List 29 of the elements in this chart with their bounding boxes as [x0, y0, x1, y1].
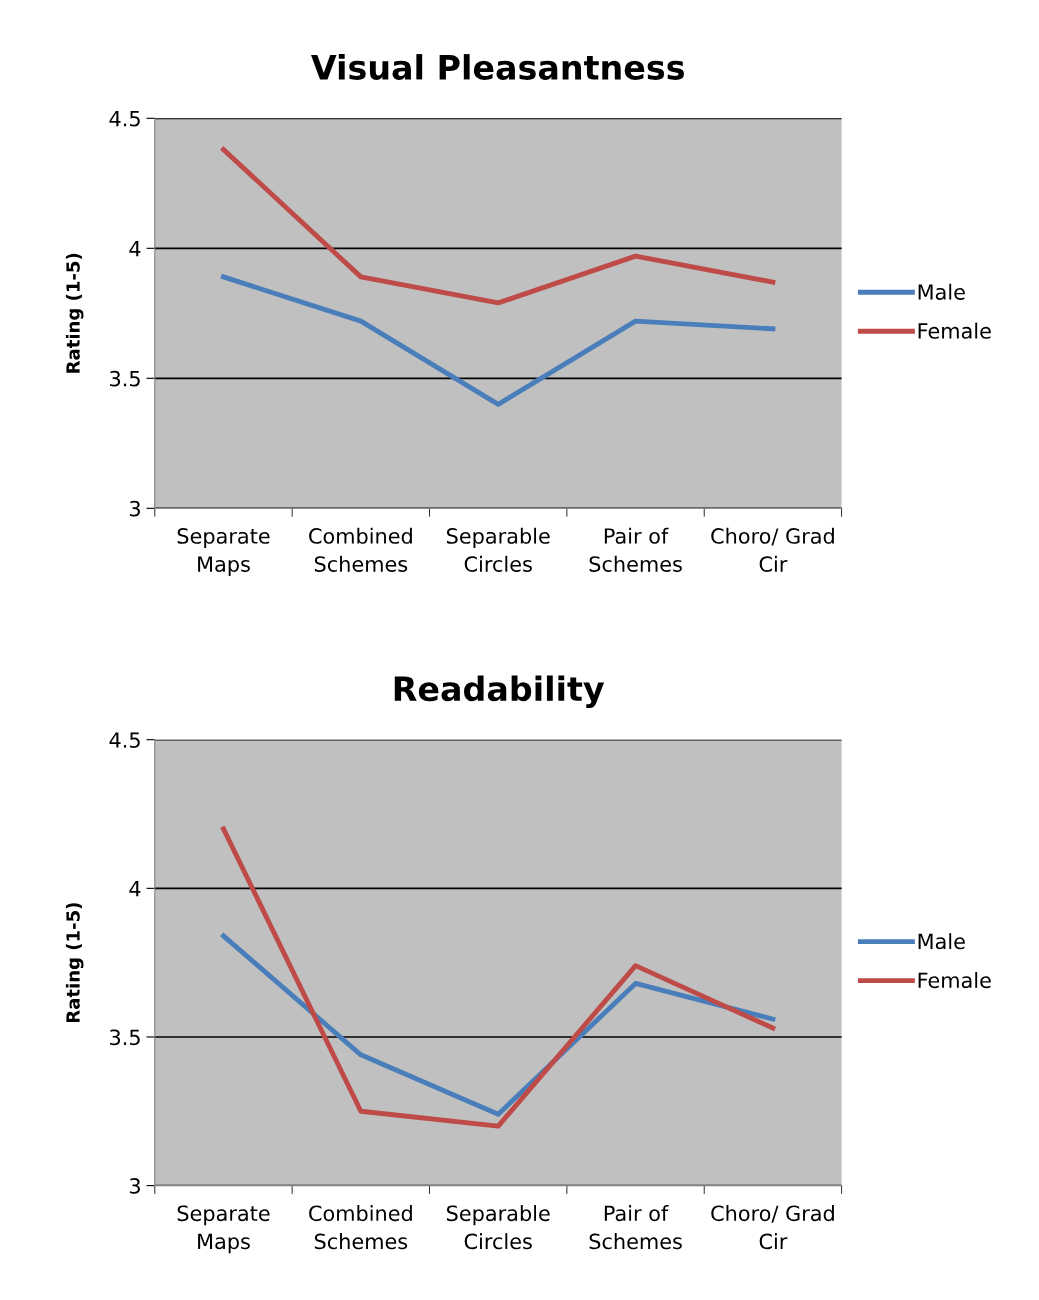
- y-tick-label: 3: [129, 500, 140, 517]
- y-tick-label: 3.5: [110, 370, 140, 387]
- y-tick-label: 3: [129, 1178, 140, 1194]
- x-tick-label: Separable Circles: [446, 527, 550, 572]
- y-tick-label: 4: [129, 881, 141, 897]
- x-tick-label: Separable Circles: [446, 1205, 550, 1250]
- line-series: [221, 147, 776, 306]
- y-tick-label: 4.5: [109, 732, 140, 748]
- x-tick-label: Choro/ Grad Cir: [711, 527, 834, 572]
- y-tick-label: 3.5: [110, 1029, 140, 1046]
- chart-title: Readability: [394, 675, 605, 708]
- y-axis-title: Rating (1-5): [65, 253, 84, 373]
- legend-label: Female: [918, 972, 991, 989]
- line-series: [221, 826, 776, 1129]
- x-tick-label: Separate Maps: [177, 528, 270, 576]
- line-series: [221, 274, 776, 407]
- legend-label: Male: [918, 933, 965, 950]
- y-axis-title: Rating (1-5): [65, 903, 84, 1023]
- legend-label: Female: [918, 322, 991, 339]
- x-tick-label: Combined Schemes: [309, 1205, 412, 1250]
- x-tick-label: Choro/ Grad Cir: [711, 1205, 834, 1250]
- legend-label: Male: [918, 283, 965, 300]
- y-tick-label: 4: [129, 241, 141, 257]
- chart-title: Visual Pleasantness: [311, 54, 684, 80]
- x-tick-label: Separate Maps: [177, 1205, 270, 1254]
- y-tick-label: 4.5: [109, 111, 140, 127]
- x-tick-label: Pair of Schemes: [589, 527, 682, 572]
- x-tick-label: Combined Schemes: [309, 527, 412, 572]
- x-tick-label: Pair of Schemes: [589, 1205, 682, 1250]
